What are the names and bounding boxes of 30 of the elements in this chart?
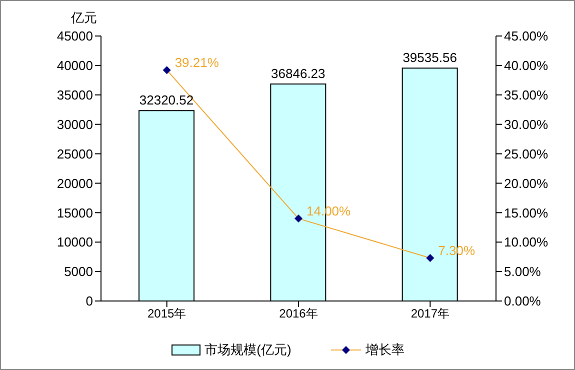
y2-tick-label: 15.00%: [504, 205, 549, 220]
y2-tick-label: 0.00%: [504, 294, 542, 309]
y-tick-label: 5000: [64, 264, 93, 280]
x-tick-label: 2015年: [147, 306, 186, 321]
legend-label: 市场规模(亿元): [204, 341, 292, 359]
y-axis-title: 亿元: [70, 10, 97, 25]
y-tick-label: 10000: [56, 234, 93, 250]
y2-tick-label: 40.00%: [504, 58, 549, 74]
data-label: 39535.56: [402, 50, 457, 66]
legend-label: 增长率: [365, 341, 404, 359]
y2-tick-label: 5.00%: [504, 264, 542, 280]
y2-tick-label: 45.00%: [504, 28, 549, 44]
x-tick-label: 2017年: [410, 306, 450, 321]
y2-tick-label: 10.00%: [504, 234, 549, 250]
y-tick-label: 0: [86, 294, 93, 309]
y-tick-label: 40000: [56, 58, 93, 74]
y-tick-label: 25000: [56, 146, 93, 162]
y2-tick-label: 25.00%: [504, 146, 549, 162]
y2-tick-label: 20.00%: [504, 176, 549, 191]
y-tick-label: 30000: [56, 116, 93, 132]
data-label: 32320.52: [139, 92, 194, 108]
y-tick-label: 20000: [56, 176, 93, 191]
y-tick-label: 35000: [56, 88, 93, 103]
data-label: 36846.23: [271, 66, 326, 82]
y2-tick-label: 35.00%: [504, 88, 549, 103]
y-tick-label: 45000: [56, 28, 93, 44]
y-tick-label: 15000: [56, 205, 93, 220]
x-tick-label: 2016年: [279, 306, 318, 321]
data-label: 39.21%: [174, 55, 220, 70]
y2-tick-label: 30.00%: [504, 116, 549, 132]
